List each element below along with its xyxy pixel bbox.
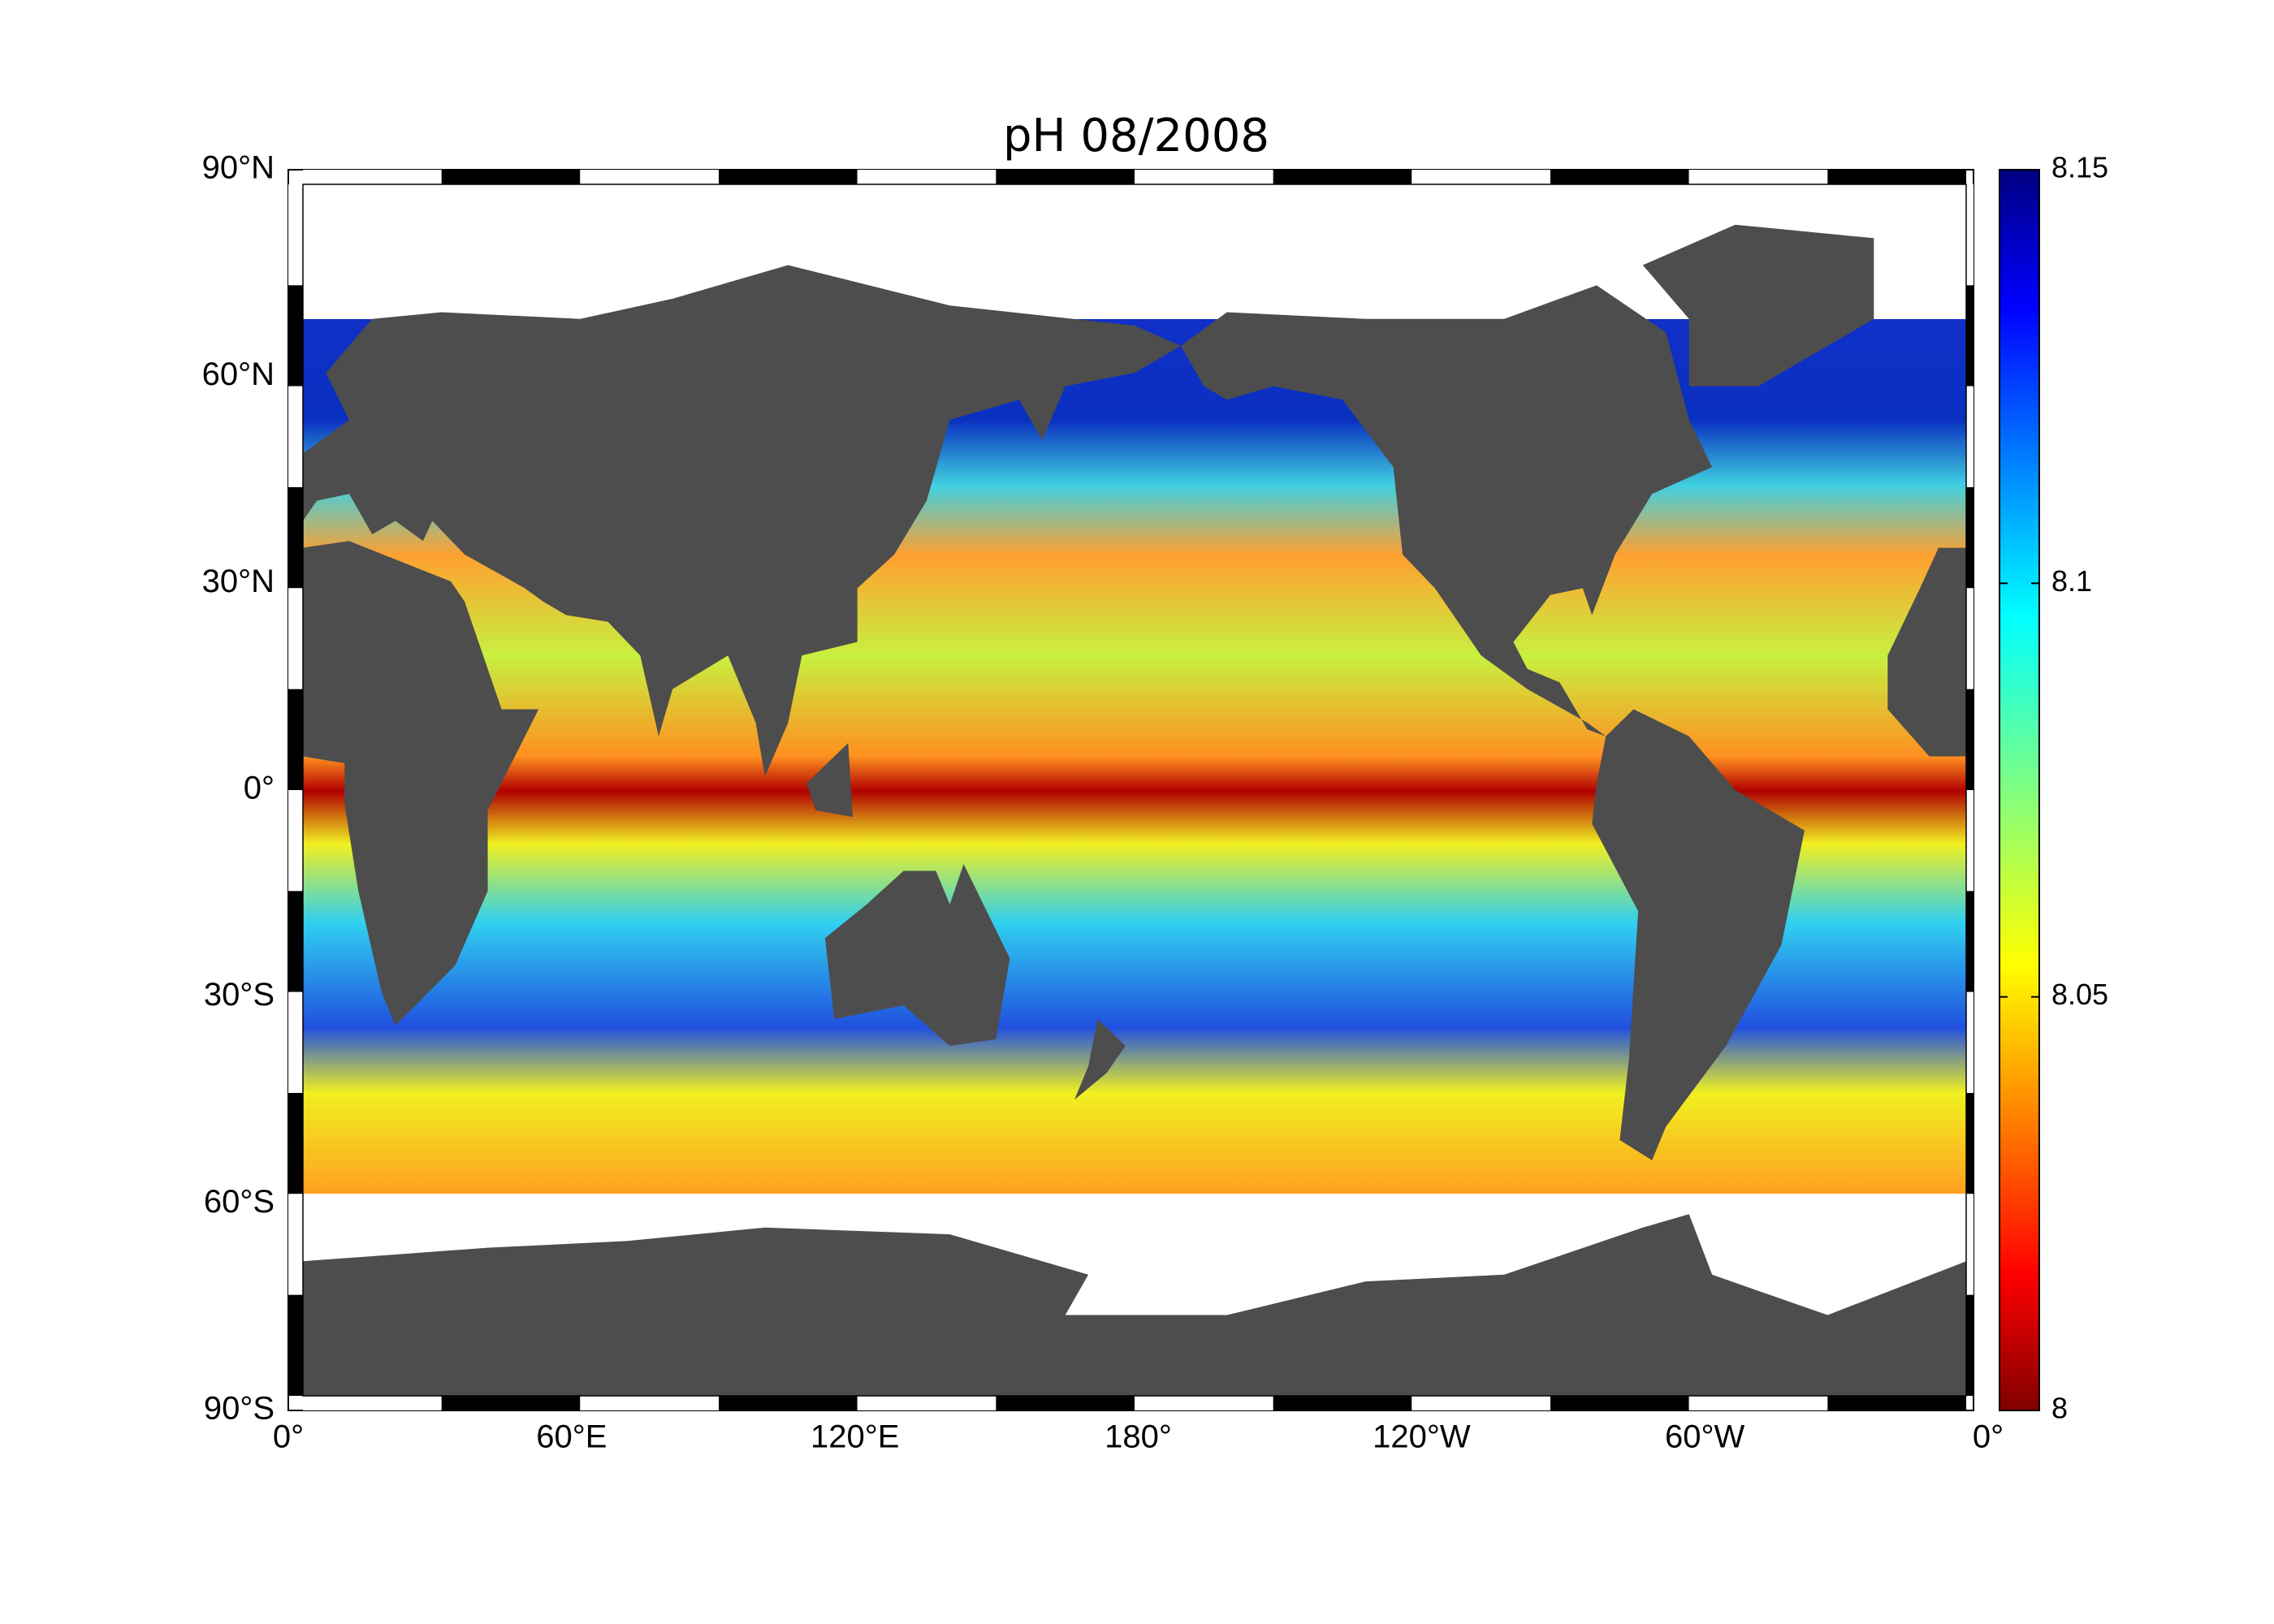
- border-segment: [719, 170, 858, 184]
- border-segment: [580, 1396, 719, 1410]
- border-segment: [996, 170, 1135, 184]
- border-segment: [441, 1396, 581, 1410]
- border-segment: [1966, 386, 1974, 487]
- lat-tick-label: 60°N: [202, 356, 275, 392]
- frame-border: [288, 170, 1974, 1410]
- border-segment: [719, 1396, 858, 1410]
- colorbar-tick-label: 8.05: [2051, 978, 2108, 1011]
- lon-tick-label: 120°W: [1373, 1419, 1471, 1455]
- border-segment: [1966, 184, 1974, 286]
- new-zealand: [1074, 1018, 1126, 1100]
- border-segment: [288, 1294, 303, 1396]
- border-segment: [1966, 1093, 1974, 1194]
- inner-frame: [302, 184, 1967, 1397]
- border-segment: [288, 790, 303, 892]
- border-segment: [1966, 285, 1974, 387]
- border-segment: [857, 170, 996, 184]
- lon-tick-label: 60°W: [1665, 1419, 1744, 1455]
- border-segment: [1966, 588, 1974, 689]
- border-segment: [441, 170, 581, 184]
- border-segment: [288, 689, 303, 790]
- border-segment: [857, 1396, 996, 1410]
- lon-tick-label: 120°E: [811, 1419, 899, 1455]
- border-segment: [1827, 1396, 1966, 1410]
- border-segment: [1688, 1396, 1828, 1410]
- border-segment: [1966, 1294, 1974, 1396]
- border-segment: [1550, 170, 1689, 184]
- colorbar-tick-label: 8.15: [2051, 151, 2108, 184]
- border-segment: [1966, 487, 1974, 589]
- border-segment: [1550, 1396, 1689, 1410]
- borneo: [806, 742, 853, 818]
- border-segment: [1273, 1396, 1412, 1410]
- lat-tick-label: 0°: [244, 771, 275, 806]
- land: [303, 224, 1967, 1397]
- lon-tick-label: 60°E: [536, 1419, 607, 1455]
- eurasia: [303, 265, 1181, 777]
- antarctica: [303, 1214, 1967, 1397]
- border-segment: [288, 487, 303, 589]
- border-segment: [996, 1396, 1135, 1410]
- border-segment: [303, 170, 442, 184]
- lon-tick-label: 0°: [273, 1419, 304, 1455]
- border-segment: [1412, 170, 1550, 184]
- border-segment: [288, 386, 303, 487]
- border-segment: [1827, 170, 1966, 184]
- africa-west: [1887, 547, 1967, 757]
- border-segment: [1135, 170, 1273, 184]
- africa: [303, 541, 539, 1026]
- border-segment: [303, 1396, 442, 1410]
- border-segment: [1135, 1396, 1273, 1410]
- lat-tick-label: 30°S: [204, 977, 275, 1013]
- lat-tick-label: 90°N: [202, 150, 275, 186]
- border-segment: [288, 588, 303, 689]
- border-segment: [580, 170, 719, 184]
- lon-tick-label: 180°: [1105, 1419, 1172, 1455]
- map-title: pH 08/2008: [1003, 110, 1269, 162]
- border-segment: [1412, 1396, 1550, 1410]
- border-segment: [1966, 891, 1974, 992]
- south-america: [1592, 709, 1805, 1160]
- border-segment: [288, 1093, 303, 1194]
- colorbar: [1999, 169, 2040, 1411]
- border-segment: [288, 285, 303, 387]
- lat-tick-label: 30°N: [202, 564, 275, 599]
- lat-tick-label: 90°S: [204, 1391, 275, 1427]
- border-segment: [288, 991, 303, 1093]
- lon-tick-label: 0°: [1973, 1419, 2004, 1455]
- australia: [824, 864, 1010, 1046]
- border-segment: [1966, 1194, 1974, 1295]
- border-segment: [1966, 790, 1974, 892]
- border-segment: [288, 1194, 303, 1295]
- lat-tick-label: 60°S: [204, 1184, 275, 1220]
- colorbar-tick-label: 8.1: [2051, 564, 2092, 598]
- border-segment: [1966, 689, 1974, 790]
- border-segment: [288, 184, 303, 286]
- border-segment: [1273, 170, 1412, 184]
- border-segment: [1688, 170, 1828, 184]
- border-segment: [288, 891, 303, 992]
- border-segment: [1966, 991, 1974, 1093]
- north-america: [1180, 285, 1713, 736]
- greenland: [1642, 224, 1874, 387]
- colorbar-tick-label: 8: [2051, 1392, 2068, 1425]
